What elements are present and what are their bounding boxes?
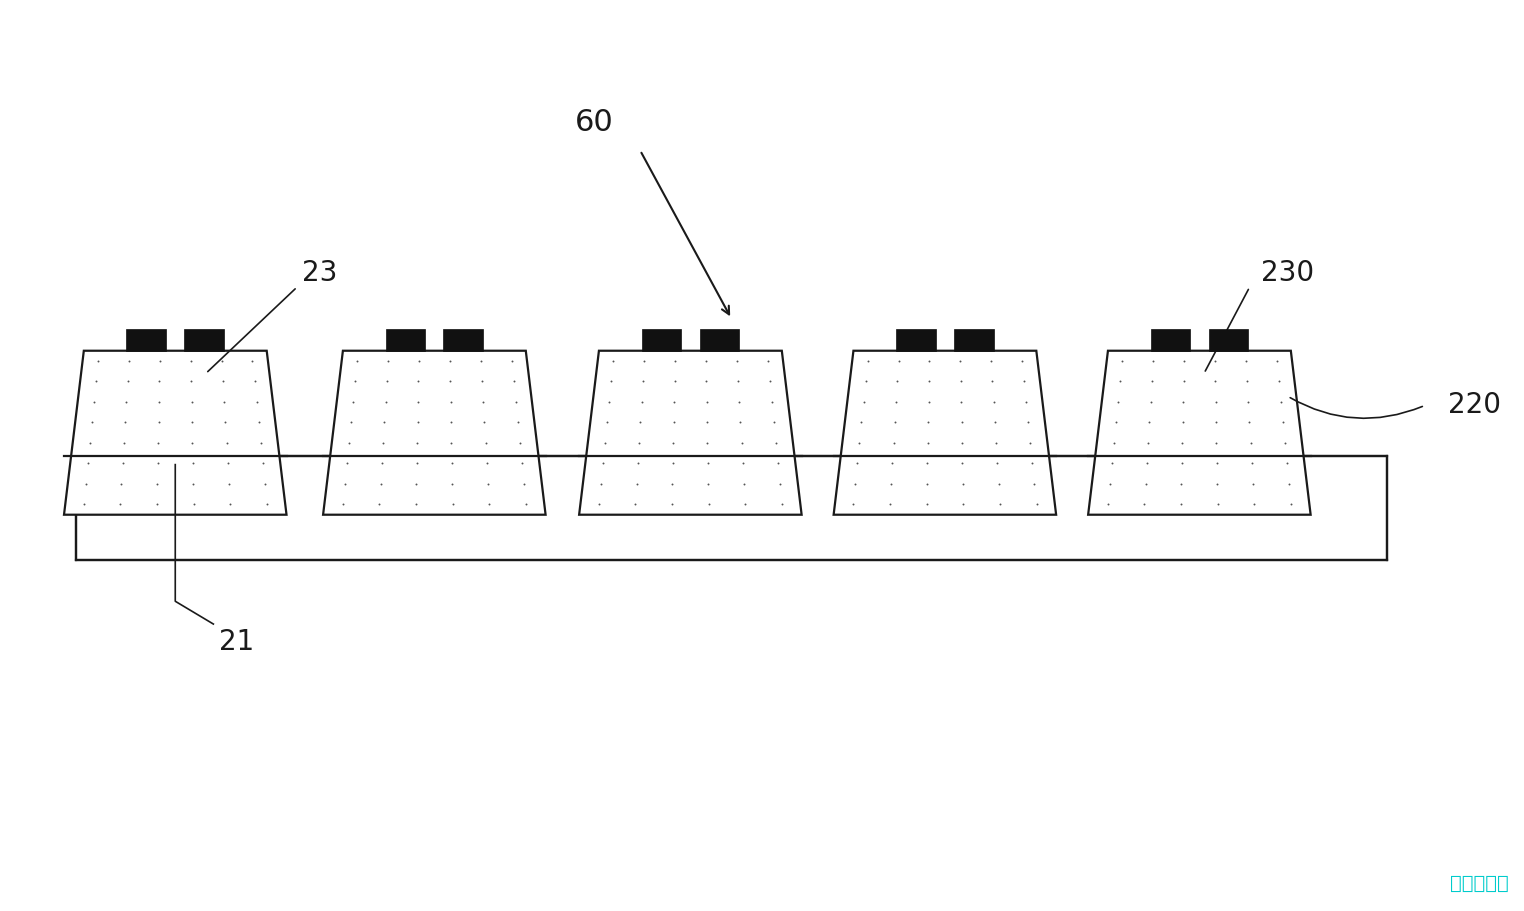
Polygon shape [579,351,802,515]
Text: 220: 220 [1448,392,1501,419]
Polygon shape [323,351,546,515]
Text: 60: 60 [575,108,614,138]
Polygon shape [834,351,1056,515]
Bar [954,329,994,351]
Bar [126,329,166,351]
Bar [700,329,739,351]
Bar [896,329,936,351]
Bar [443,329,483,351]
Text: 自动秒链接: 自动秒链接 [1449,874,1509,893]
Text: 230: 230 [1262,260,1314,287]
Polygon shape [1088,351,1311,515]
Text: 23: 23 [302,260,338,287]
Bar [386,329,425,351]
Bar [1209,329,1248,351]
Bar [184,329,224,351]
Bar [1151,329,1190,351]
Polygon shape [64,351,287,515]
Bar [642,329,681,351]
Bar [76,456,1387,560]
Text: 21: 21 [218,629,255,656]
